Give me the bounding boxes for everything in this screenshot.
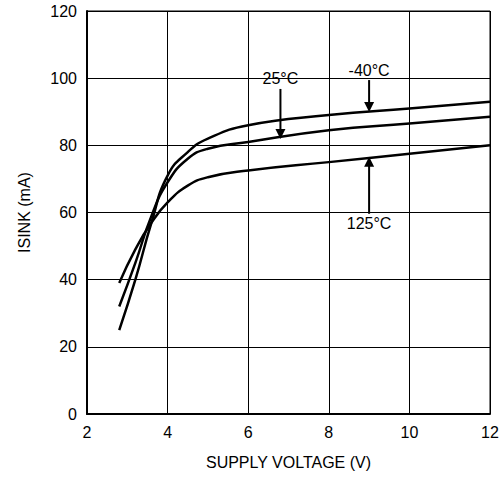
svg-text:8: 8 (324, 424, 333, 441)
svg-text:SUPPLY VOLTAGE (V): SUPPLY VOLTAGE (V) (206, 454, 371, 471)
svg-text:100: 100 (50, 70, 77, 87)
svg-text:80: 80 (59, 137, 77, 154)
svg-text:40: 40 (59, 271, 77, 288)
svg-text:ISINK (mA): ISINK (mA) (16, 172, 33, 253)
svg-text:0: 0 (68, 406, 77, 423)
svg-text:2: 2 (83, 424, 92, 441)
svg-text:60: 60 (59, 204, 77, 221)
svg-text:4: 4 (163, 424, 172, 441)
svg-text:-40°C: -40°C (349, 62, 390, 79)
svg-text:120: 120 (50, 3, 77, 20)
svg-text:6: 6 (244, 424, 253, 441)
svg-text:12: 12 (481, 424, 499, 441)
svg-text:25°C: 25°C (263, 70, 299, 87)
svg-text:10: 10 (401, 424, 419, 441)
svg-text:20: 20 (59, 338, 77, 355)
svg-text:125°C: 125°C (347, 215, 392, 232)
